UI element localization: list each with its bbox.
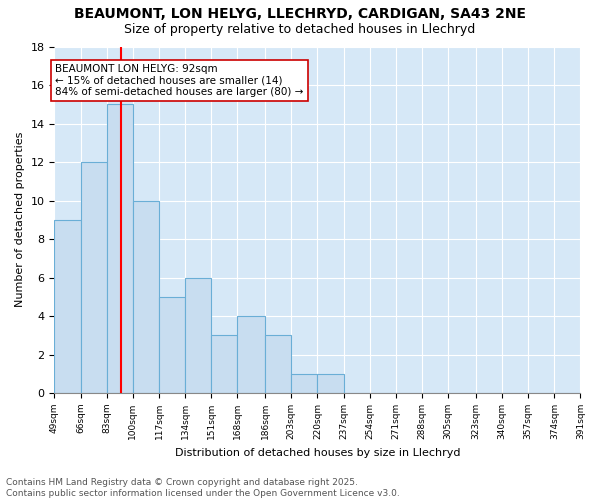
Bar <box>80 162 107 393</box>
Bar <box>55 220 80 393</box>
Bar <box>238 316 265 393</box>
X-axis label: Distribution of detached houses by size in Llechryd: Distribution of detached houses by size … <box>175 448 460 458</box>
Bar <box>107 104 133 393</box>
Y-axis label: Number of detached properties: Number of detached properties <box>15 132 25 308</box>
Text: BEAUMONT LON HELYG: 92sqm
← 15% of detached houses are smaller (14)
84% of semi-: BEAUMONT LON HELYG: 92sqm ← 15% of detac… <box>55 64 304 97</box>
Text: Contains HM Land Registry data © Crown copyright and database right 2025.
Contai: Contains HM Land Registry data © Crown c… <box>6 478 400 498</box>
Text: BEAUMONT, LON HELYG, LLECHRYD, CARDIGAN, SA43 2NE: BEAUMONT, LON HELYG, LLECHRYD, CARDIGAN,… <box>74 8 526 22</box>
Bar <box>211 336 238 393</box>
Bar <box>317 374 344 393</box>
Bar <box>133 200 159 393</box>
Bar <box>185 278 211 393</box>
Bar <box>265 336 292 393</box>
Bar <box>292 374 317 393</box>
Bar <box>159 297 185 393</box>
Text: Size of property relative to detached houses in Llechryd: Size of property relative to detached ho… <box>124 22 476 36</box>
